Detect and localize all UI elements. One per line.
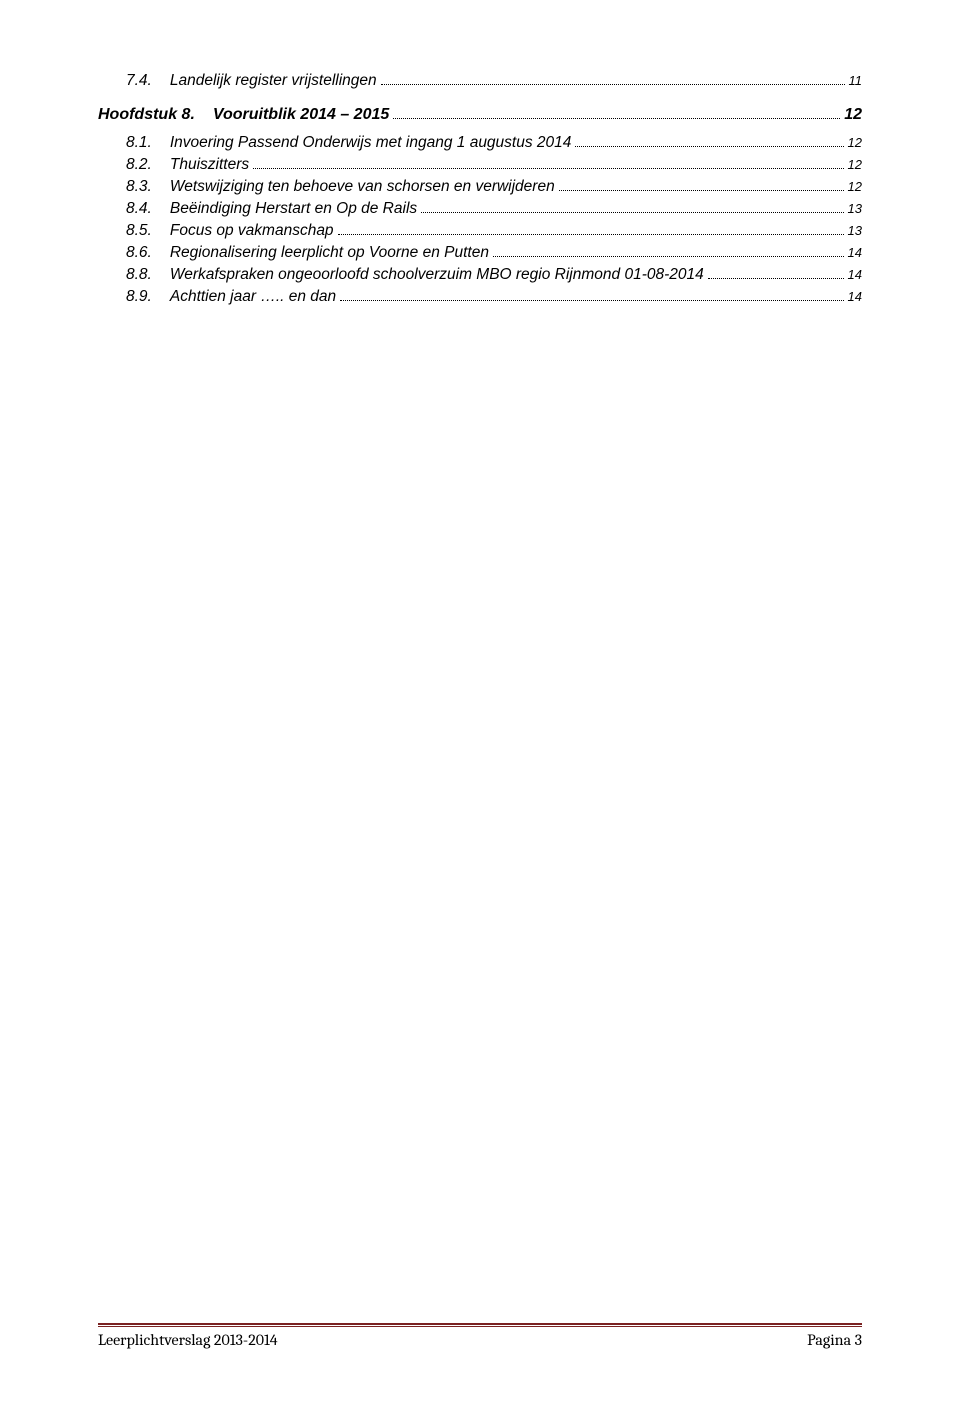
toc-chapter-title: Vooruitblik 2014 – 2015 <box>213 106 389 124</box>
toc-chapter: Hoofdstuk 8. Vooruitblik 2014 – 2015 12 <box>98 106 862 124</box>
page: 7.4. Landelijk register vrijstellingen 1… <box>0 0 960 1401</box>
toc-leader <box>493 245 844 257</box>
toc-leader <box>393 106 840 119</box>
toc-entry: 8.4. Beëindiging Herstart en Op de Rails… <box>98 200 862 218</box>
footer-right: Pagina 3 <box>807 1331 862 1349</box>
toc-entry-number: 8.1. <box>98 134 170 152</box>
toc-entry-page: 11 <box>849 73 863 88</box>
toc-entry-number: 8.3. <box>98 178 170 196</box>
toc-entry: 8.2. Thuiszitters 12 <box>98 156 862 174</box>
footer-row: Leerplichtverslag 2013-2014 Pagina 3 <box>98 1331 862 1349</box>
toc-leader <box>253 157 843 169</box>
footer-rule <box>98 1323 862 1327</box>
toc-entry-page: 14 <box>848 245 862 260</box>
toc-entry: 7.4. Landelijk register vrijstellingen 1… <box>98 72 862 90</box>
toc-entry: 8.6. Regionalisering leerplicht op Voorn… <box>98 244 862 262</box>
toc-entry-page: 12 <box>848 157 862 172</box>
footer-left: Leerplichtverslag 2013-2014 <box>98 1331 278 1349</box>
toc-leader <box>421 201 843 213</box>
toc-entry-page: 12 <box>848 179 862 194</box>
toc-entry-title: Wetswijziging ten behoeve van schorsen e… <box>170 178 555 196</box>
toc-chapter-page: 12 <box>844 106 862 124</box>
toc-entry-page: 14 <box>848 267 862 282</box>
toc-entry: 8.5. Focus op vakmanschap 13 <box>98 222 862 240</box>
toc-leader <box>381 73 845 85</box>
toc-leader <box>340 289 843 301</box>
toc-entry: 8.9. Achttien jaar ….. en dan 14 <box>98 288 862 306</box>
toc-entry-title: Regionalisering leerplicht op Voorne en … <box>170 244 489 262</box>
toc-entry-number: 8.9. <box>98 288 170 306</box>
toc-entry-title: Thuiszitters <box>170 156 249 174</box>
toc-entry-page: 13 <box>848 223 862 238</box>
toc-entry: 8.3. Wetswijziging ten behoeve van schor… <box>98 178 862 196</box>
toc-entry-number: 8.4. <box>98 200 170 218</box>
toc-entry-number: 7.4. <box>98 72 170 90</box>
toc-leader <box>338 223 844 235</box>
toc-leader <box>575 135 843 147</box>
toc-entry-page: 13 <box>848 201 862 216</box>
page-footer: Leerplichtverslag 2013-2014 Pagina 3 <box>98 1323 862 1349</box>
toc-entry-page: 12 <box>848 135 862 150</box>
toc-entry-title: Beëindiging Herstart en Op de Rails <box>170 200 417 218</box>
toc-entry-page: 14 <box>848 289 862 304</box>
toc-entry-title: Invoering Passend Onderwijs met ingang 1… <box>170 134 572 152</box>
toc-entry-title: Landelijk register vrijstellingen <box>170 72 377 90</box>
toc-entry-title: Werkafspraken ongeoorloofd schoolverzuim… <box>170 266 704 284</box>
toc-entry: 8.8. Werkafspraken ongeoorloofd schoolve… <box>98 266 862 284</box>
toc-entry-number: 8.2. <box>98 156 170 174</box>
toc-entry-title: Focus op vakmanschap <box>170 222 334 240</box>
toc-entry-number: 8.8. <box>98 266 170 284</box>
toc-leader <box>559 179 844 191</box>
toc-entry-title: Achttien jaar ….. en dan <box>170 288 336 306</box>
table-of-contents: 7.4. Landelijk register vrijstellingen 1… <box>98 72 862 306</box>
toc-leader <box>708 267 844 279</box>
toc-entry-number: 8.5. <box>98 222 170 240</box>
toc-chapter-number: Hoofdstuk 8. <box>98 106 213 124</box>
toc-entry-number: 8.6. <box>98 244 170 262</box>
toc-entry: 8.1. Invoering Passend Onderwijs met ing… <box>98 134 862 152</box>
